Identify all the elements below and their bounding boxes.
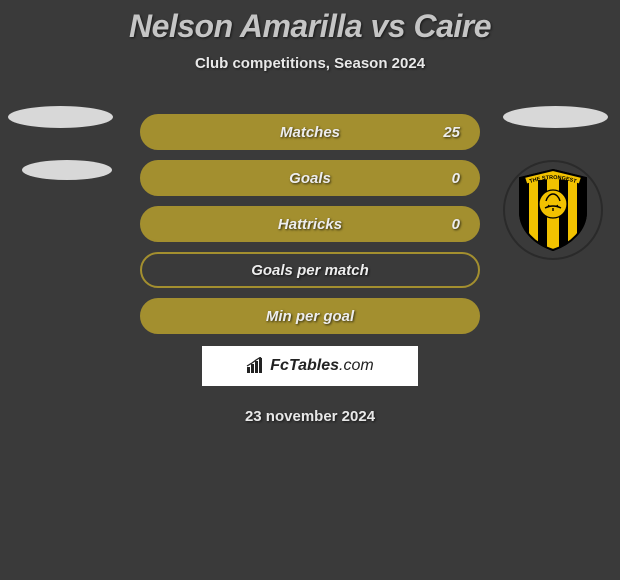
comparison-area: THE STRONGEST Matches25Goals0Hattricks0G… [0,114,620,425]
stat-value: 0 [452,216,460,233]
stat-row: Goals 0 [140,160,480,196]
brand-name-suffix: .com [339,357,374,374]
stat-label: Goals [289,170,331,187]
club-badge-the-strongest: THE STRONGEST [503,160,603,260]
shield-icon: THE STRONGEST [516,168,590,252]
stat-label: Min per goal [266,308,354,325]
page-title: Nelson Amarilla vs Caire [0,8,620,45]
brand-name-main: FcTables [270,357,339,374]
stat-row: Matches 25 [140,114,480,150]
stat-value: 0 [452,170,460,187]
bar-chart-icon [246,357,268,375]
placeholder-ellipse [8,106,113,128]
brand-box: FcTables.com [202,346,418,386]
stat-row: Min per goal [140,298,480,334]
stat-row: Hattricks 0 [140,206,480,242]
stat-label: Hattricks [278,216,342,233]
right-player-badge-area: THE STRONGEST [503,106,608,260]
subtitle: Club competitions, Season 2024 [0,55,620,72]
stat-label: Matches [280,124,340,141]
placeholder-ellipse [503,106,608,128]
stat-value: 25 [443,124,460,141]
left-player-badge-area [8,106,113,212]
stat-label: Goals per match [251,262,369,279]
date-line: 23 november 2024 [0,408,620,425]
brand-name: FcTables.com [270,357,373,375]
placeholder-ellipse [22,160,112,180]
stat-row: Goals per match [140,252,480,288]
